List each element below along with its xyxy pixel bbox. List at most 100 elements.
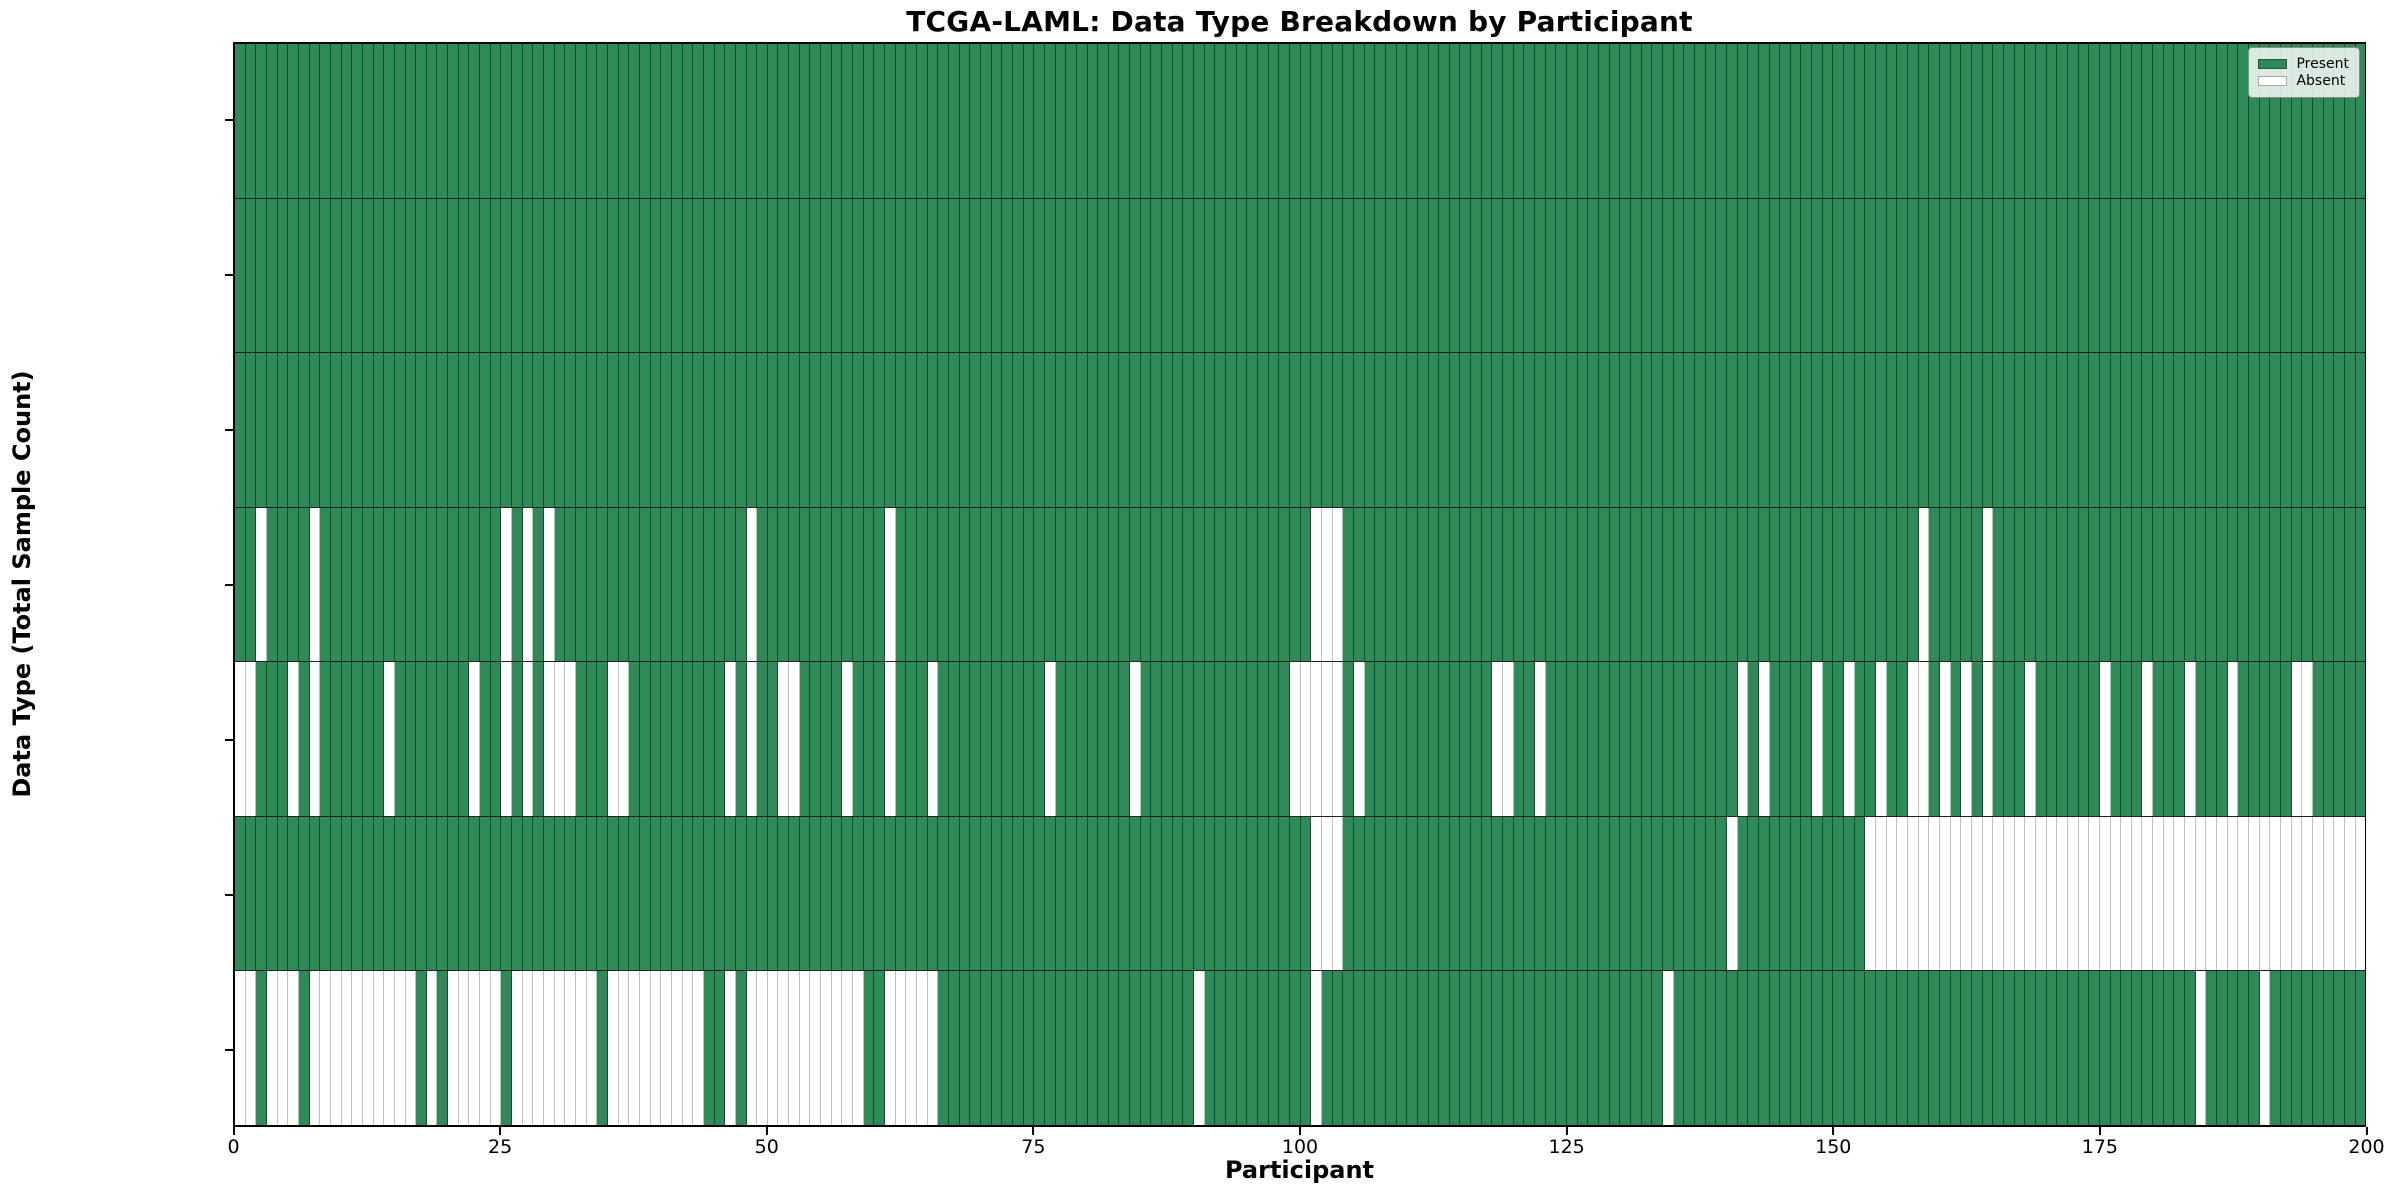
heatmap-cell: [906, 662, 917, 816]
heatmap-cell: [778, 816, 790, 971]
heatmap-cell: [533, 971, 545, 1126]
heatmap-cell: [2163, 44, 2175, 198]
heatmap-cell: [2323, 198, 2335, 353]
heatmap-cell: [1748, 507, 1759, 662]
heatmap-cell: [544, 816, 555, 971]
heatmap-cell: [1886, 507, 1898, 662]
heatmap-cell: [2227, 198, 2239, 353]
heatmap-cell: [235, 44, 246, 198]
heatmap-cell: [1535, 507, 1546, 662]
heatmap-cell: [1876, 198, 1887, 353]
heatmap-cell: [1076, 816, 1088, 971]
heatmap-cell: [2281, 507, 2292, 662]
heatmap-cell: [1471, 198, 1482, 353]
heatmap-cell: [2323, 44, 2335, 198]
heatmap-cell: [2259, 507, 2271, 662]
heatmap-cell: [1098, 44, 1109, 198]
heatmap-cell: [2270, 816, 2281, 971]
heatmap-cell: [1769, 44, 1781, 198]
heatmap-cell: [490, 44, 502, 198]
heatmap-cell: [2291, 44, 2303, 198]
heatmap-cell: [746, 816, 758, 971]
heatmap-cell: [2067, 353, 2079, 507]
heatmap-cell: [1822, 971, 1834, 1126]
heatmap-cell: [1577, 816, 1589, 971]
heatmap-cell: [2312, 44, 2324, 198]
heatmap-cell: [1503, 507, 1514, 662]
heatmap-cell: [1577, 353, 1589, 507]
heatmap-cell: [2131, 662, 2143, 816]
heatmap-cell: [405, 662, 417, 816]
heatmap-cell: [1982, 507, 1994, 662]
heatmap-cell: [927, 353, 939, 507]
heatmap-cell: [1769, 662, 1781, 816]
heatmap-cell: [629, 816, 640, 971]
heatmap-cell: [1098, 816, 1109, 971]
heatmap-cell: [1865, 353, 1877, 507]
heatmap-cell: [1620, 971, 1631, 1126]
heatmap-cell: [778, 353, 790, 507]
heatmap-cell: [1971, 662, 1983, 816]
heatmap-cell: [2195, 971, 2207, 1126]
heatmap-cell: [917, 353, 928, 507]
heatmap-cell: [1641, 662, 1653, 816]
heatmap-cell: [1108, 971, 1120, 1126]
heatmap-cell: [1705, 971, 1717, 1126]
heatmap-cell: [1971, 198, 1983, 353]
heatmap-cell: [1300, 816, 1312, 971]
heatmap-cell: [799, 44, 811, 198]
heatmap-cell: [2131, 353, 2143, 507]
heatmap-cell: [1492, 507, 1504, 662]
heatmap-cell: [394, 662, 406, 816]
heatmap-cell: [2344, 816, 2356, 971]
heatmap-cell: [1673, 816, 1685, 971]
heatmap-cell: [490, 816, 502, 971]
heatmap-cell: [789, 971, 800, 1126]
heatmap-cell: [1961, 198, 1972, 353]
heatmap-cell: [703, 198, 715, 353]
heatmap-cell: [1865, 507, 1877, 662]
heatmap-cell: [1641, 44, 1653, 198]
heatmap-cell: [416, 816, 427, 971]
heatmap-cell: [1748, 971, 1759, 1126]
heatmap-cell: [1567, 198, 1578, 353]
heatmap-cell: [629, 44, 640, 198]
heatmap-cell: [2174, 662, 2186, 816]
heatmap-cell: [1194, 816, 1205, 971]
heatmap-cell: [1822, 662, 1834, 816]
heatmap-cell: [2344, 971, 2356, 1126]
heatmap-cell: [639, 198, 651, 353]
heatmap-cell: [1908, 353, 1919, 507]
heatmap-cell: [618, 971, 630, 1126]
heatmap-cell: [789, 353, 800, 507]
heatmap-cell: [2270, 44, 2281, 198]
heatmap-cell: [1353, 662, 1365, 816]
heatmap-cell: [1119, 198, 1131, 353]
heatmap-cell: [1577, 507, 1589, 662]
heatmap-cell: [2099, 816, 2111, 971]
heatmap-cell: [1492, 198, 1504, 353]
heatmap-cell: [1396, 198, 1408, 353]
heatmap-cell: [2195, 662, 2207, 816]
heatmap-cell: [1076, 198, 1088, 353]
heatmap-cell: [1066, 971, 1077, 1126]
heatmap-cell: [948, 662, 960, 816]
heatmap-cell: [1364, 198, 1376, 353]
heatmap-cell: [437, 44, 449, 198]
heatmap-cell: [1609, 198, 1621, 353]
heatmap-cell: [1769, 816, 1781, 971]
heatmap-cell: [2014, 353, 2026, 507]
heatmap-cell: [288, 507, 299, 662]
heatmap-cell: [245, 44, 257, 198]
heatmap-cell: [2227, 816, 2239, 971]
heatmap-cell: [1183, 198, 1195, 353]
heatmap-cell: [682, 816, 694, 971]
heatmap-cell: [863, 353, 875, 507]
heatmap-cell: [426, 507, 438, 662]
heatmap-cell: [1854, 44, 1866, 198]
heatmap-cell: [959, 971, 971, 1126]
heatmap-cell: [2355, 816, 2366, 971]
heatmap-cell: [1012, 353, 1024, 507]
heatmap-cell: [1961, 507, 1972, 662]
heatmap-cell: [853, 662, 864, 816]
